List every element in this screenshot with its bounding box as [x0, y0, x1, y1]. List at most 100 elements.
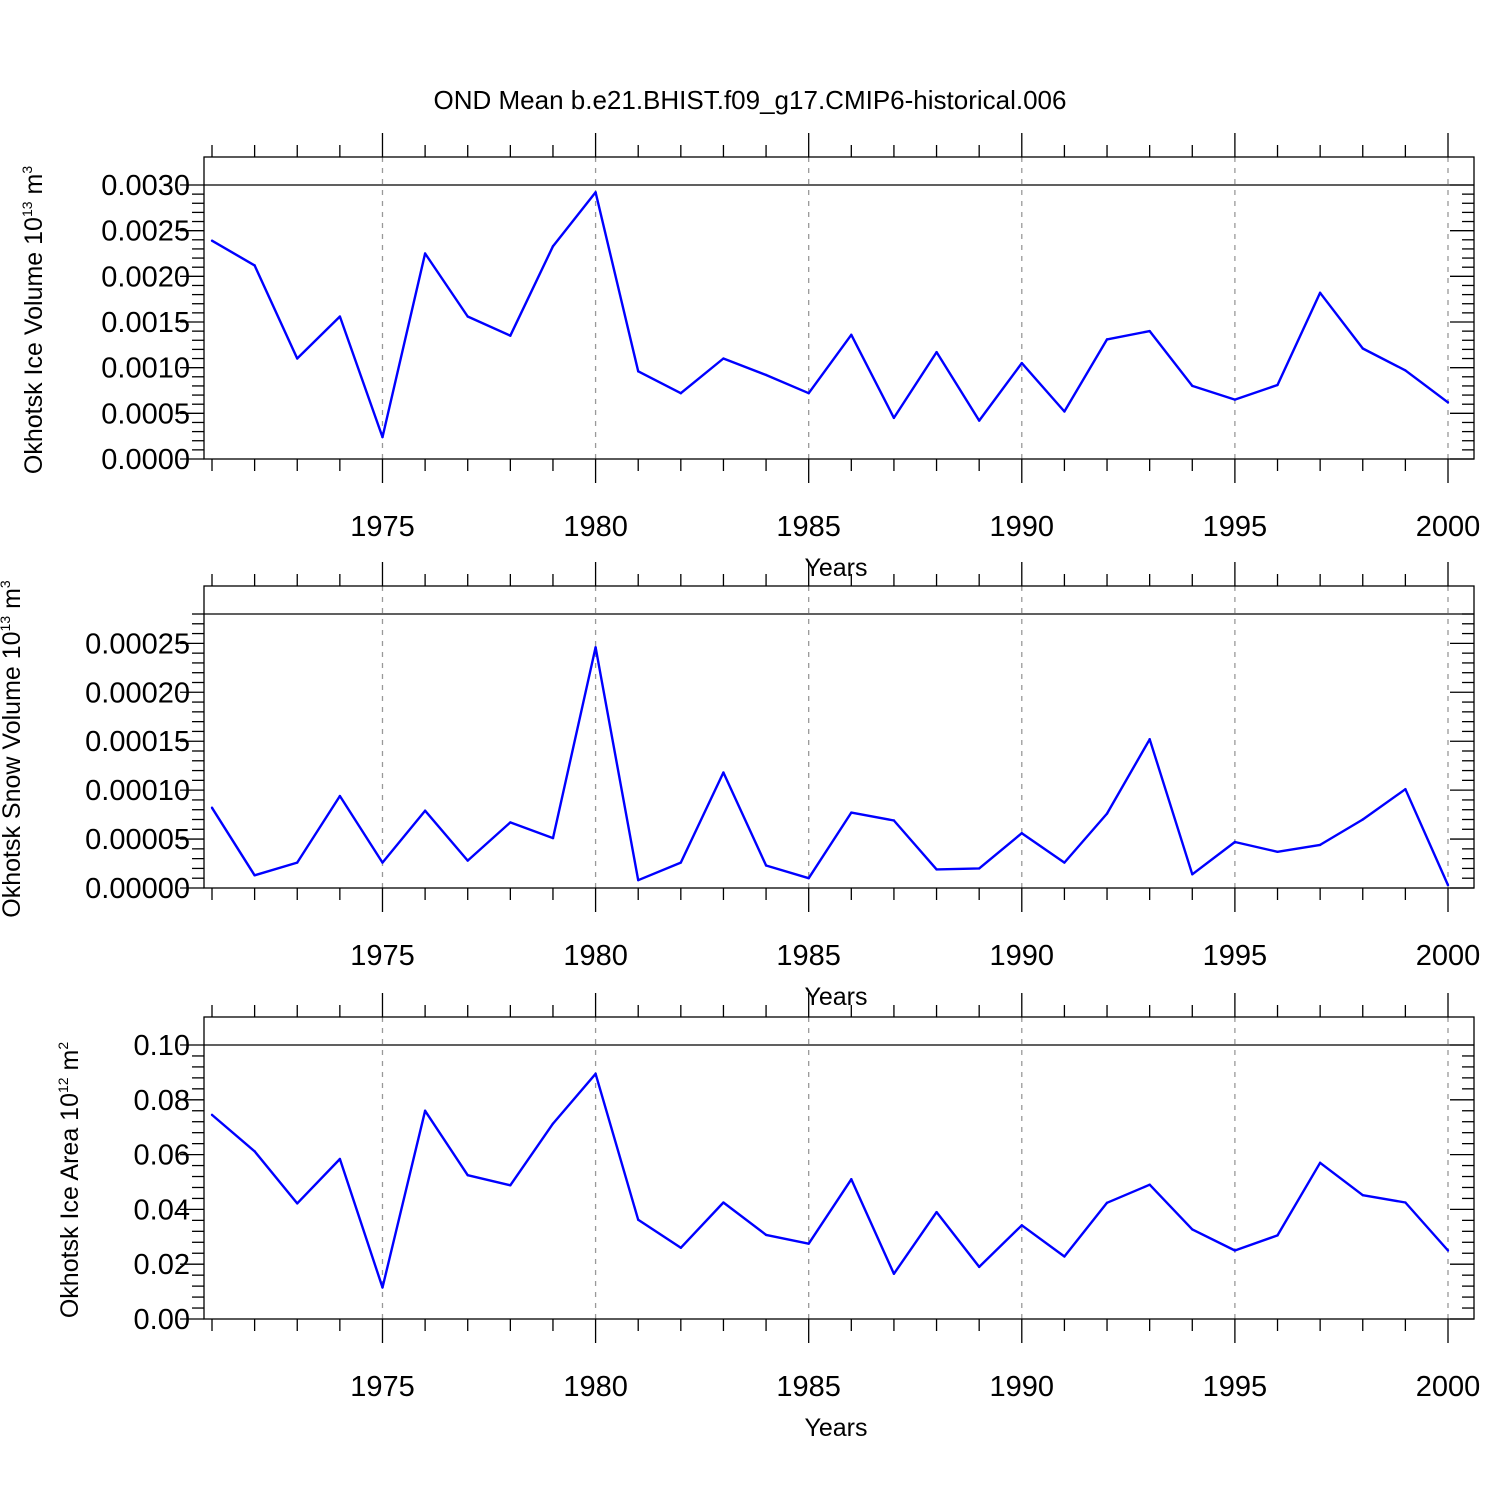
- data-point: [850, 333, 853, 336]
- data-point: [253, 264, 256, 267]
- data-point: [679, 861, 683, 864]
- data-point: [850, 811, 853, 814]
- y-axis-label-part: Okhotsk Snow Volume 10: [0, 631, 26, 917]
- y-axis-label: Okhotsk Ice Area 1012 m2: [55, 1042, 84, 1318]
- plot-frame: [203, 585, 1475, 889]
- data-point: [637, 878, 640, 882]
- data-point: [296, 357, 299, 360]
- data-point: [1446, 883, 1450, 887]
- data-point: [722, 771, 725, 774]
- x-tick-label: 1995: [1203, 1371, 1268, 1403]
- data-point: [551, 244, 555, 248]
- x-tick-label: 1990: [990, 511, 1055, 543]
- x-tick-label: 2000: [1416, 511, 1481, 543]
- data-point: [338, 1157, 342, 1161]
- data-point: [551, 836, 555, 840]
- data-point: [722, 357, 725, 360]
- y-axis-label-part: Okhotsk Ice Area 10: [56, 1093, 84, 1318]
- series-line-2: [210, 646, 1450, 886]
- x-axis-label: Years: [804, 554, 867, 582]
- y-tick-label: 0.0000: [101, 444, 190, 476]
- data-point: [935, 350, 938, 354]
- x-tick-label: 1990: [990, 1371, 1055, 1403]
- y-tick-label: 0.0015: [101, 307, 190, 339]
- data-point: [253, 1150, 256, 1153]
- data-point: [381, 861, 384, 864]
- x-tick-label: 1990: [990, 940, 1055, 972]
- data-point: [594, 191, 597, 194]
- data-point: [892, 1272, 896, 1275]
- data-point: [338, 315, 342, 318]
- data-point: [1063, 410, 1066, 413]
- data-point: [466, 1173, 469, 1177]
- y-tick-label: 0.0030: [101, 170, 190, 202]
- x-tick-label: 1995: [1203, 940, 1268, 972]
- y-tick-label: 0.0020: [101, 261, 190, 293]
- data-point: [1020, 1224, 1023, 1227]
- x-tick-label: 1980: [563, 940, 628, 972]
- data-point: [509, 1184, 512, 1187]
- data-point: [253, 874, 256, 877]
- y-tick-label: 0.10: [134, 1030, 190, 1062]
- chart-panel-3: 0.00 0.02 0.04 0.06 0.08 0.10 1975 1980 1985 1990…: [55, 993, 1480, 1442]
- data-point: [210, 239, 214, 242]
- y-axis-label-part: Okhotsk Ice Volume 10: [20, 217, 48, 474]
- x-tick-label: 1975: [350, 1371, 415, 1403]
- data-point: [1404, 1201, 1407, 1204]
- data-point: [1361, 1193, 1364, 1197]
- y-tick-label: 0.0010: [101, 353, 190, 385]
- data-point: [1276, 850, 1279, 853]
- data-point: [977, 419, 981, 422]
- x-tick-label: 1980: [563, 511, 628, 543]
- data-point: [935, 1210, 938, 1214]
- x-tick-label: 1985: [776, 940, 841, 972]
- figure-title: OND Mean b.e21.BHIST.f09_g17.CMIP6-histo…: [434, 85, 1067, 115]
- series-line-1: [211, 191, 1449, 439]
- data-point: [1063, 1255, 1066, 1258]
- y-tick-label: 0.00005: [85, 824, 190, 856]
- data-point: [807, 1242, 810, 1245]
- data-point: [764, 1233, 768, 1237]
- data-point: [423, 252, 427, 255]
- y-tick-label: 0.06: [134, 1140, 190, 1172]
- data-point: [1105, 1201, 1109, 1205]
- data-point: [1318, 843, 1322, 847]
- data-point: [764, 373, 768, 377]
- data-point: [1276, 1234, 1279, 1237]
- y-tick-label: 0.04: [134, 1194, 190, 1226]
- data-point: [1148, 1183, 1151, 1186]
- data-point: [1233, 1249, 1237, 1252]
- data-point: [1404, 369, 1407, 372]
- data-point: [1361, 347, 1364, 350]
- data-point: [594, 1072, 597, 1075]
- data-point: [509, 334, 512, 337]
- data-point: [1446, 401, 1450, 404]
- plot-frame: [203, 1016, 1475, 1320]
- data-point: [1148, 329, 1151, 333]
- data-point: [892, 416, 896, 420]
- x-tick-label: 1980: [563, 1371, 628, 1403]
- data-point: [1191, 1228, 1194, 1231]
- data-point: [1020, 361, 1023, 365]
- y-tick-label: 0.00010: [85, 775, 190, 807]
- data-point: [807, 877, 810, 880]
- y-axis-label-superscript: 13: [0, 616, 13, 632]
- data-point: [679, 392, 683, 395]
- data-point: [1105, 812, 1109, 815]
- data-point: [1361, 818, 1364, 821]
- x-tick-label: 1985: [776, 1371, 841, 1403]
- y-tick-label: 0.00025: [85, 628, 190, 660]
- data-point: [722, 1201, 725, 1204]
- data-point: [679, 1246, 683, 1249]
- x-tick-label: 1985: [776, 511, 841, 543]
- plot-frame: [203, 156, 1475, 460]
- data-point: [551, 1122, 555, 1125]
- data-point: [466, 859, 469, 862]
- x-tick-label: 1975: [350, 940, 415, 972]
- data-point: [764, 864, 768, 867]
- y-tick-label: 0.08: [134, 1085, 190, 1117]
- data-point: [637, 370, 640, 373]
- y-axis-label-superscript: 12: [55, 1077, 71, 1093]
- data-point: [1233, 398, 1237, 401]
